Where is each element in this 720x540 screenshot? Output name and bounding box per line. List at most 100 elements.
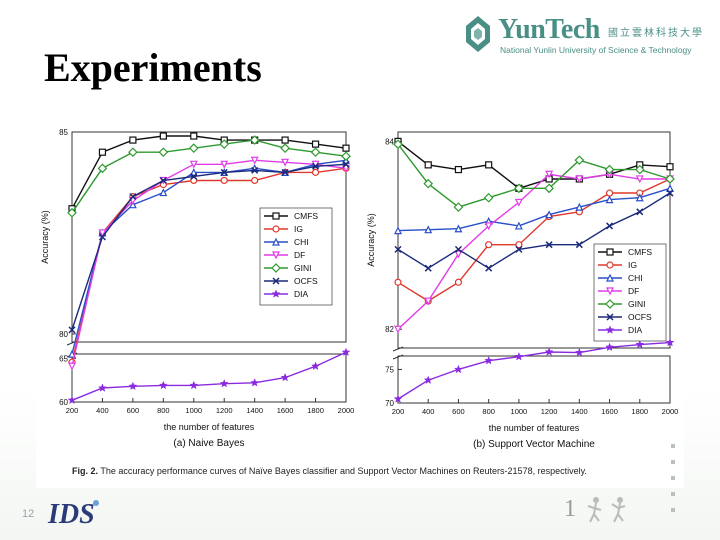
point-df — [424, 297, 433, 306]
legend-marker — [605, 299, 615, 309]
point-chi — [545, 210, 554, 219]
x-tick-label: 1000 — [511, 407, 528, 416]
x-tick-label: 1200 — [216, 406, 233, 415]
point-df — [98, 229, 107, 238]
point-ig — [454, 278, 463, 286]
point-chi — [605, 195, 614, 204]
point-ocfs — [515, 245, 523, 253]
point-dia — [605, 342, 615, 352]
point-gini — [97, 163, 108, 174]
legend-label: IG — [294, 224, 303, 234]
point-dia — [423, 375, 433, 384]
x-tick-label: 1000 — [185, 406, 202, 415]
series-line-chi — [71, 159, 347, 355]
point-df — [281, 158, 290, 167]
point-ocfs — [485, 264, 493, 272]
point-df — [220, 160, 229, 169]
point-gini — [188, 143, 199, 154]
x-tick-label: 200 — [392, 407, 405, 416]
ids-logo-text: IDS — [47, 499, 95, 530]
point-dia — [635, 339, 645, 349]
point-ig — [485, 241, 493, 249]
point-ocfs — [220, 168, 228, 176]
page-number: 12 — [22, 508, 35, 520]
x-tick-label: 800 — [482, 407, 495, 416]
point-df — [250, 156, 259, 165]
chart-lower-frame — [397, 355, 671, 404]
x-tick-label: 1600 — [601, 407, 618, 416]
legend-label: OCFS — [294, 276, 318, 286]
yuntech-emblem-icon — [466, 16, 490, 52]
legend-marker — [272, 237, 280, 246]
legend-label: GINI — [294, 263, 311, 273]
legend-label: IG — [628, 260, 637, 270]
point-dia — [97, 383, 107, 392]
point-ocfs — [454, 245, 462, 253]
point-cmfs — [190, 132, 198, 140]
series-line-chi — [397, 187, 671, 232]
y-axis-label: Accuracy (%) — [366, 213, 376, 267]
x-tick-label: 400 — [422, 407, 435, 416]
series-line-cmfs — [71, 135, 347, 210]
point-ig — [251, 176, 259, 185]
point-gini — [514, 183, 524, 194]
point-dia — [393, 394, 403, 403]
legend-marker — [606, 287, 614, 296]
axis-break-mark — [392, 346, 404, 360]
point-dia — [574, 347, 584, 357]
point-ig — [394, 278, 402, 286]
svg-text:1: 1 — [564, 496, 576, 522]
point-cmfs — [454, 165, 463, 174]
caption-label: Fig. 2. — [72, 466, 99, 476]
point-dia — [453, 364, 463, 374]
legend-marker — [606, 261, 614, 269]
point-chi — [635, 193, 644, 202]
point-gini — [665, 174, 675, 184]
chart-title: (b) Support Vector Machine — [473, 439, 595, 450]
x-axis-label: the number of features — [489, 423, 580, 433]
vertical-ornament-icon — [671, 444, 675, 512]
x-tick-label: 1800 — [631, 407, 648, 416]
y-tick-label: 85 — [59, 128, 68, 137]
x-tick-label: 1400 — [246, 406, 263, 415]
point-ocfs — [68, 326, 76, 334]
point-ocfs — [342, 160, 350, 168]
point-ocfs — [394, 245, 402, 253]
point-df — [68, 362, 76, 371]
point-dia — [250, 378, 260, 387]
point-ig — [605, 189, 614, 197]
y-tick-label: 65 — [59, 354, 68, 363]
legend-label: DIA — [294, 289, 309, 299]
point-gini — [453, 202, 464, 212]
point-cmfs — [159, 132, 167, 140]
point-gini — [483, 192, 494, 203]
point-gini — [249, 135, 260, 145]
point-chi — [394, 226, 402, 235]
point-gini — [574, 155, 585, 166]
point-dia — [67, 395, 77, 405]
sports-figures-icon: 1 — [564, 496, 626, 523]
point-dia — [219, 379, 229, 388]
y-tick-label: 82 — [385, 325, 394, 334]
y-tick-label: 70 — [385, 399, 394, 408]
point-dia — [158, 380, 168, 390]
point-df — [454, 250, 463, 259]
point-chi — [666, 184, 674, 192]
x-tick-label: 1400 — [571, 407, 588, 416]
series-line-gini — [71, 139, 347, 214]
point-cmfs — [424, 161, 432, 169]
point-dia — [341, 347, 351, 357]
point-gini — [634, 164, 645, 175]
x-tick-label: 1800 — [307, 406, 324, 415]
point-dia — [128, 381, 138, 391]
y-tick-label: 60 — [59, 398, 68, 407]
yuntech-logo: YunTech 國立雲林科技大學 National Yunlin Univers… — [460, 14, 710, 62]
point-cmfs — [281, 136, 289, 144]
x-tick-label: 2000 — [662, 407, 679, 416]
point-gini — [67, 207, 77, 218]
legend-label: DF — [628, 286, 639, 296]
legend-label: GINI — [628, 299, 645, 309]
chart-lower-frame — [71, 353, 347, 403]
logo-chinese-name: 國立雲林科技大學 — [608, 28, 704, 39]
x-tick-label: 400 — [96, 406, 109, 415]
